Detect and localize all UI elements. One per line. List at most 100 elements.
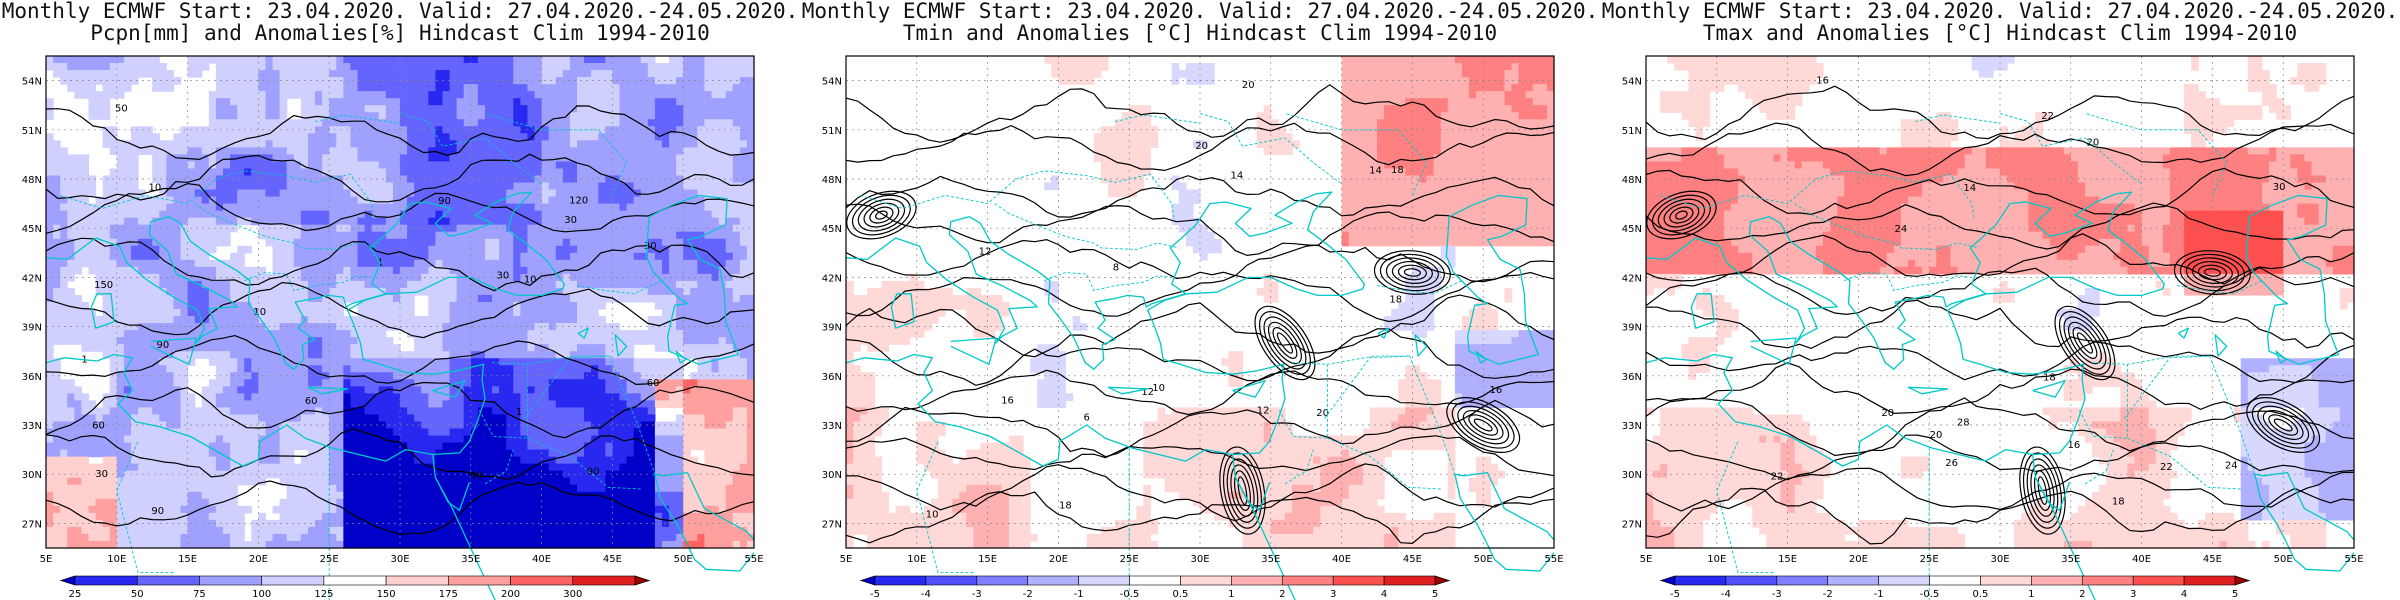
lat-tick-label: 30N [22, 470, 42, 481]
colorbar-tick-label: 75 [193, 589, 206, 600]
contour-ring [1651, 194, 1711, 236]
contour-label: 26 [1945, 458, 1958, 469]
contour-ring [1473, 418, 1493, 432]
lon-tick-label: 10E [107, 554, 126, 565]
colorbar-tick-label: -2 [1823, 589, 1833, 600]
contour-ring [857, 198, 906, 232]
tmax-map: 1618202224141618202224262830202254N51N48… [1622, 55, 2364, 600]
lat-tick-label: 48N [1622, 175, 1642, 186]
climatology-contours [1645, 85, 2355, 545]
contour-label: 14 [1231, 170, 1244, 181]
contour-line [1645, 341, 2355, 384]
colorbar-segment [199, 575, 262, 586]
country-border [2084, 112, 2228, 196]
coastline [307, 386, 349, 395]
contour-label: 16 [2067, 440, 2080, 451]
country-border [491, 355, 610, 365]
contour-ring [1254, 305, 1316, 381]
country-border [194, 203, 379, 250]
contour-ring [2037, 476, 2048, 506]
lat-tick-label: 36N [22, 372, 42, 383]
contour-ring [2072, 327, 2098, 359]
lon-tick-label: 50E [674, 554, 693, 565]
contour-labels: 16 18 20 22 24 14 16 18 20 22 24 26 28 30 20 22 [1771, 76, 2286, 508]
contour-ring [869, 206, 894, 224]
contour-label: 10 [1152, 383, 1165, 394]
contour-line [845, 238, 1555, 283]
contour-ring [2197, 264, 2227, 281]
contour-ring [1222, 452, 1262, 529]
colorbar-segment [2183, 575, 2236, 586]
lon-tick-label: 40E [532, 554, 551, 565]
colorbar-segment [1878, 575, 1930, 586]
colorbar-segment [74, 575, 138, 586]
contour-ring [1675, 210, 1688, 220]
contour-line [845, 122, 1555, 172]
country-border [527, 437, 641, 490]
country-border [576, 280, 663, 295]
lon-tick-label: 5E [1640, 554, 1653, 565]
colorbar-tick-label: -5 [1670, 589, 1680, 600]
contour-label: 12 [1257, 406, 1270, 417]
contour-ring [2022, 452, 2062, 529]
contour-label: 18 [1059, 501, 1072, 512]
contour-label: 20 [1316, 408, 1329, 419]
contour-label: 24 [1895, 224, 1908, 235]
coastline [654, 471, 755, 541]
contour-ring [1272, 327, 1298, 359]
lat-tick-label: 33N [822, 421, 842, 432]
contour-label: 14 [1963, 183, 1976, 194]
colorbar-segment [1078, 575, 1130, 586]
coastline [2254, 471, 2355, 541]
country-border [1044, 272, 1172, 292]
contour-line [1645, 202, 2355, 250]
contour-ring [2076, 332, 2094, 354]
contour-line [1645, 434, 2355, 481]
contour-ring [1373, 250, 1451, 295]
contour-ring [2251, 401, 2315, 449]
lon-tick-label: 45E [603, 554, 622, 565]
contour-ring [1226, 458, 1259, 523]
contour-ring [875, 210, 888, 220]
contour-ring [1385, 257, 1439, 288]
contour-label: 120 [569, 195, 588, 206]
coastline [1445, 194, 1540, 365]
country-border [116, 490, 174, 574]
colorbar: 25 50 75 100 125 150 175 200 300 [59, 575, 651, 600]
colorbar-tick-label: 0.5 [1973, 589, 1989, 600]
contour-ring [1457, 405, 1510, 445]
lon-tick-label: 5E [40, 554, 53, 565]
climatology-contours [845, 84, 1555, 545]
contour-ring [1462, 409, 1504, 441]
coastline [432, 380, 466, 398]
lon-tick-label: 55E [744, 554, 763, 565]
colorbar-tick-label: -3 [1772, 589, 1782, 600]
contour-label: 60 [92, 420, 105, 431]
contour-label: 20 [2086, 138, 2099, 149]
country-border [1914, 114, 2001, 124]
colorbar-segment [1980, 575, 2032, 586]
contour-label: 16 [1816, 76, 1829, 87]
contour-ring [2185, 257, 2239, 288]
colorbar-tick-label: 3 [2130, 589, 2136, 600]
coastline [90, 293, 115, 329]
contour-line [845, 175, 1555, 218]
contour-ring [2246, 397, 2321, 453]
lon-tick-label: 25E [1920, 554, 1939, 565]
lake-outline [2214, 334, 2228, 357]
contour-ring [846, 190, 917, 240]
lat-tick-label: 33N [22, 421, 42, 432]
colorbar-tick-label: -5 [870, 589, 880, 600]
country-border [916, 441, 939, 491]
country-border [314, 114, 401, 124]
colorbar-segment [874, 575, 927, 586]
lon-tick-label: 5E [840, 554, 853, 565]
lat-tick-label: 27N [822, 519, 842, 530]
panel-title-line1: Monthly ECMWF Start: 23.04.2020. Valid: … [1601, 0, 2399, 23]
country-border [1114, 114, 1201, 124]
lat-tick-label: 30N [822, 470, 842, 481]
contour-ring [1446, 397, 1521, 453]
country-border [1278, 364, 1328, 439]
contour-line [45, 428, 755, 481]
contour-line [845, 294, 1555, 358]
